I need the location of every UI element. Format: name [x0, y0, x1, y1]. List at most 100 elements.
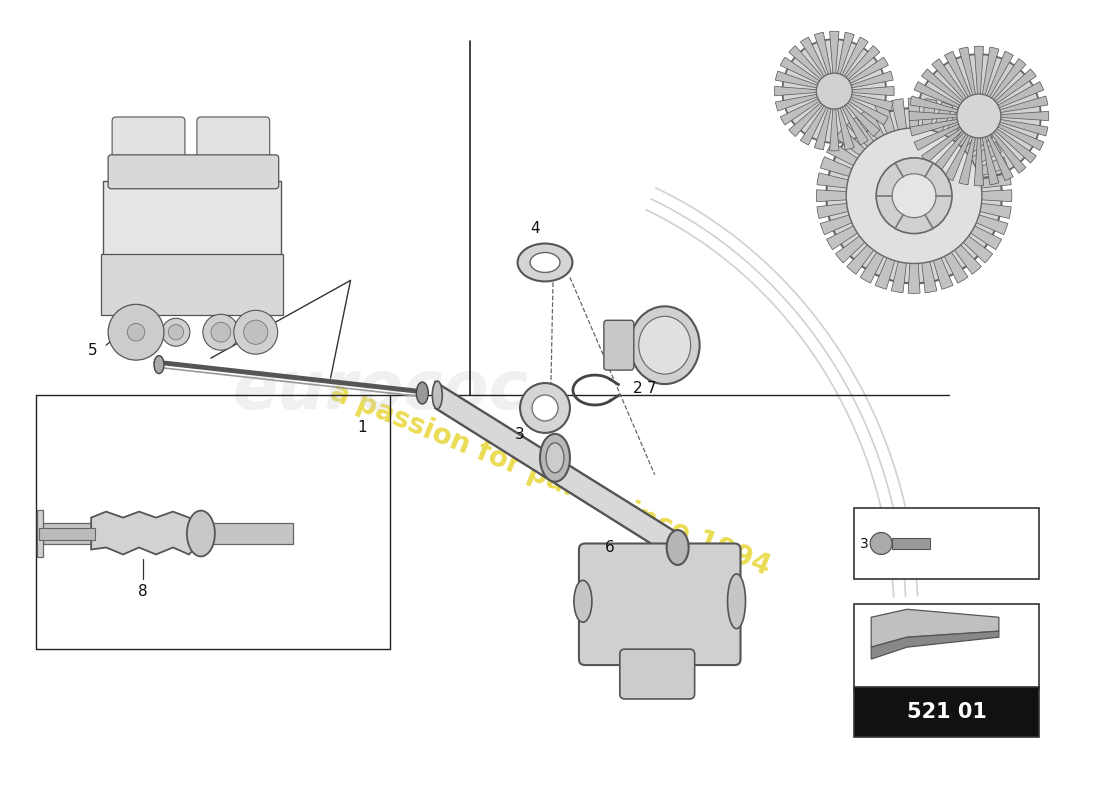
Wedge shape	[860, 108, 914, 196]
Circle shape	[202, 314, 239, 350]
Wedge shape	[979, 116, 1036, 163]
Wedge shape	[979, 69, 1036, 116]
Wedge shape	[914, 196, 953, 290]
Text: 7: 7	[647, 381, 657, 395]
Wedge shape	[814, 32, 834, 91]
Wedge shape	[829, 31, 839, 91]
Circle shape	[162, 318, 190, 346]
FancyBboxPatch shape	[604, 320, 634, 370]
Wedge shape	[801, 37, 834, 91]
Wedge shape	[922, 116, 979, 163]
Polygon shape	[91, 512, 196, 554]
Ellipse shape	[518, 243, 572, 282]
Wedge shape	[834, 71, 893, 91]
Wedge shape	[914, 118, 981, 196]
Wedge shape	[979, 116, 999, 185]
Wedge shape	[821, 196, 914, 234]
Wedge shape	[876, 102, 914, 196]
Circle shape	[168, 325, 184, 340]
Ellipse shape	[639, 316, 691, 374]
Circle shape	[870, 533, 892, 554]
FancyBboxPatch shape	[892, 538, 929, 550]
Wedge shape	[834, 58, 889, 91]
Wedge shape	[979, 82, 1044, 116]
Circle shape	[826, 108, 1002, 283]
Wedge shape	[914, 196, 1011, 218]
Ellipse shape	[727, 574, 746, 629]
Wedge shape	[914, 173, 1011, 196]
FancyBboxPatch shape	[103, 181, 280, 255]
Wedge shape	[914, 196, 937, 293]
Wedge shape	[817, 173, 914, 196]
Wedge shape	[847, 118, 914, 196]
Wedge shape	[914, 196, 1002, 250]
Wedge shape	[891, 196, 914, 293]
Ellipse shape	[187, 510, 214, 557]
FancyBboxPatch shape	[37, 510, 43, 558]
Wedge shape	[979, 51, 1013, 116]
Wedge shape	[932, 58, 979, 116]
Wedge shape	[780, 91, 834, 125]
Circle shape	[120, 316, 152, 348]
Wedge shape	[979, 111, 1048, 121]
Wedge shape	[909, 98, 920, 196]
Wedge shape	[979, 116, 1044, 150]
FancyBboxPatch shape	[197, 117, 270, 170]
Ellipse shape	[546, 443, 564, 473]
Text: 5: 5	[88, 342, 98, 358]
Circle shape	[782, 39, 887, 143]
Wedge shape	[914, 116, 979, 150]
Circle shape	[877, 158, 952, 234]
Text: 4: 4	[530, 221, 540, 236]
Wedge shape	[826, 196, 914, 250]
FancyBboxPatch shape	[579, 543, 740, 665]
Polygon shape	[436, 382, 680, 562]
Wedge shape	[834, 46, 880, 91]
Wedge shape	[801, 91, 834, 145]
Wedge shape	[821, 157, 914, 196]
Wedge shape	[979, 58, 1026, 116]
Wedge shape	[979, 47, 999, 116]
Circle shape	[917, 54, 1041, 178]
FancyBboxPatch shape	[855, 687, 1038, 737]
Polygon shape	[871, 610, 999, 647]
Wedge shape	[914, 190, 1012, 202]
FancyBboxPatch shape	[855, 508, 1038, 579]
Circle shape	[128, 323, 145, 341]
Circle shape	[846, 128, 982, 263]
Wedge shape	[860, 196, 914, 283]
FancyBboxPatch shape	[40, 527, 96, 539]
Text: 6: 6	[605, 540, 615, 555]
FancyBboxPatch shape	[43, 522, 293, 545]
Wedge shape	[789, 91, 834, 137]
Wedge shape	[975, 46, 983, 116]
Wedge shape	[909, 196, 920, 294]
Wedge shape	[814, 91, 834, 150]
Text: 3: 3	[515, 427, 525, 442]
Ellipse shape	[667, 530, 689, 565]
Circle shape	[211, 322, 231, 342]
Ellipse shape	[630, 306, 700, 384]
Wedge shape	[979, 116, 1026, 174]
Ellipse shape	[540, 434, 570, 482]
Wedge shape	[780, 58, 834, 91]
Wedge shape	[909, 111, 979, 121]
Wedge shape	[914, 196, 992, 263]
Wedge shape	[975, 116, 983, 186]
Wedge shape	[834, 91, 893, 111]
Wedge shape	[932, 116, 979, 174]
Wedge shape	[834, 37, 868, 91]
FancyBboxPatch shape	[101, 254, 283, 315]
Circle shape	[957, 94, 1001, 138]
Wedge shape	[834, 91, 868, 145]
Wedge shape	[922, 69, 979, 116]
Wedge shape	[914, 98, 937, 196]
Wedge shape	[914, 157, 1008, 196]
Wedge shape	[914, 196, 1008, 234]
Ellipse shape	[574, 580, 592, 622]
Wedge shape	[774, 86, 834, 96]
Text: 521 01: 521 01	[906, 702, 987, 722]
Text: 1: 1	[358, 421, 367, 435]
FancyBboxPatch shape	[108, 155, 278, 189]
Wedge shape	[834, 32, 855, 91]
